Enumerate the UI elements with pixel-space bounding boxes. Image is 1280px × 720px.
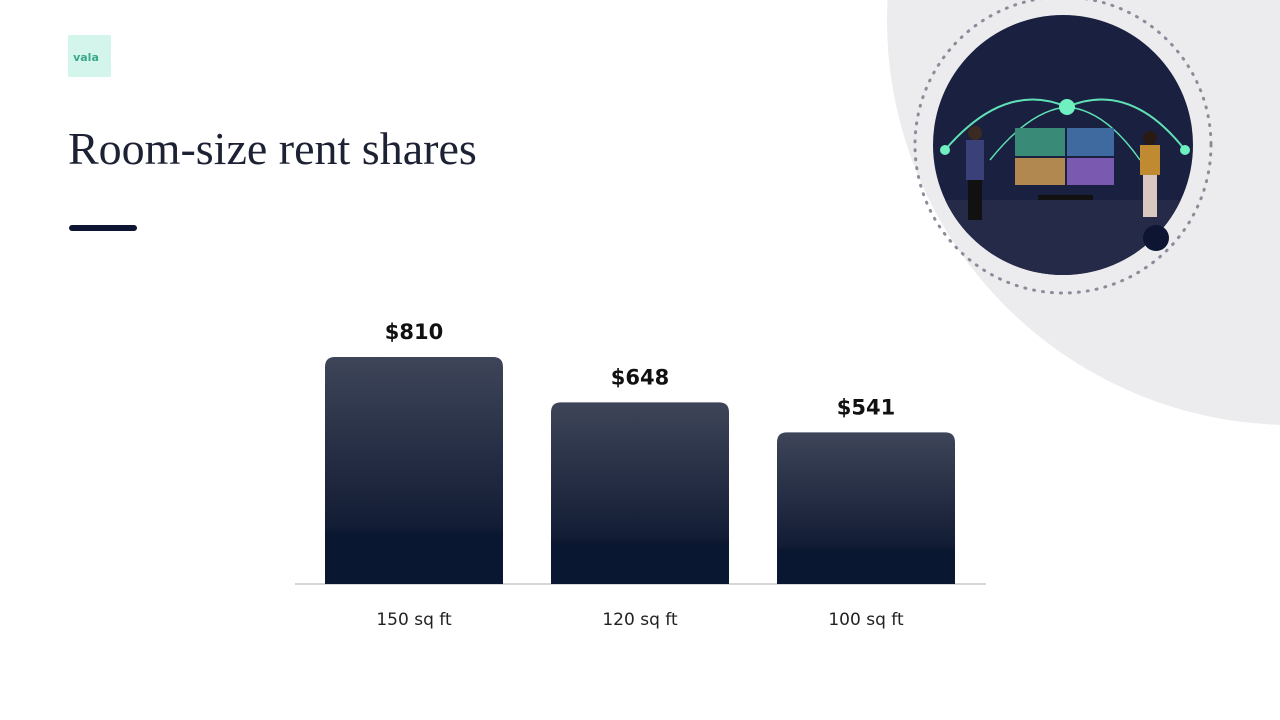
chart-title: Room-size rent shares xyxy=(68,123,477,174)
x-tick-label: 100 sq ft xyxy=(828,610,904,630)
dotted-ring xyxy=(913,0,1213,295)
value-label: $810 xyxy=(385,320,443,344)
bar xyxy=(325,357,503,584)
bar xyxy=(777,432,955,584)
value-label: $541 xyxy=(837,395,895,419)
decor-dot xyxy=(1143,225,1169,251)
bar xyxy=(551,402,729,584)
logo: vala xyxy=(73,51,99,64)
title-rule xyxy=(69,225,137,231)
value-label: $648 xyxy=(611,365,669,389)
logo-box xyxy=(68,35,111,77)
x-tick-label: 120 sq ft xyxy=(602,610,678,630)
x-tick-label: 150 sq ft xyxy=(376,610,452,630)
